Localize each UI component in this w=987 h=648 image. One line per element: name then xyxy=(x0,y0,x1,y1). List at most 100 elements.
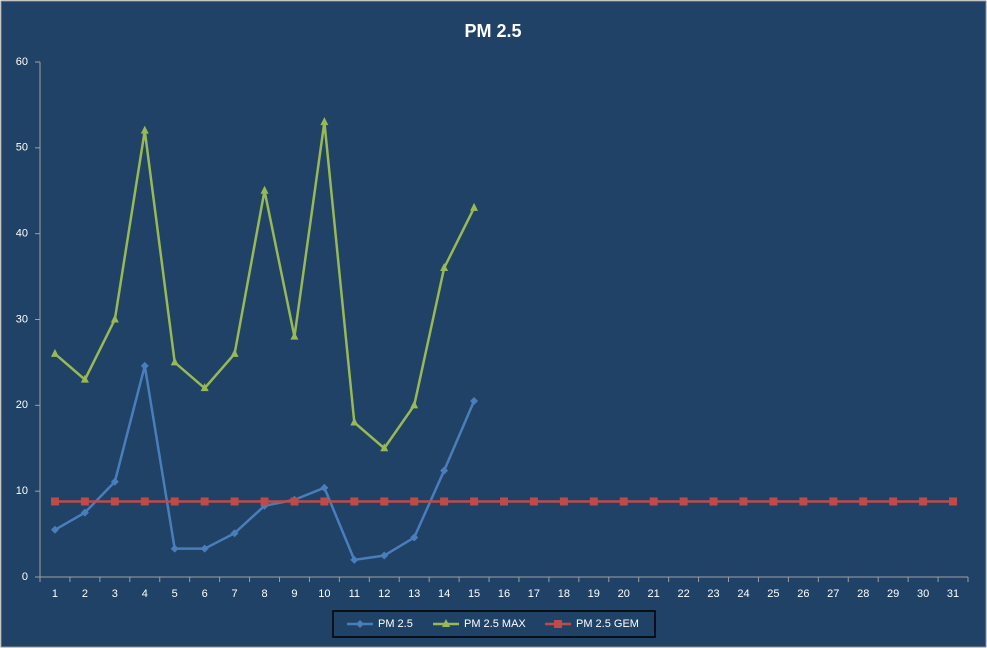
marker xyxy=(470,497,479,506)
x-tick-label: 15 xyxy=(468,588,480,600)
marker xyxy=(442,619,450,627)
x-tick-label: 30 xyxy=(917,588,929,600)
x-tick-label: 17 xyxy=(528,588,540,600)
marker xyxy=(290,497,299,506)
marker xyxy=(200,544,209,553)
x-tick-label: 27 xyxy=(827,588,839,600)
marker xyxy=(619,497,628,506)
marker xyxy=(470,397,479,406)
x-tick-label: 4 xyxy=(142,588,148,600)
marker xyxy=(80,497,89,506)
marker xyxy=(110,497,119,506)
marker xyxy=(529,497,538,506)
y-tick-label: 60 xyxy=(16,56,28,68)
marker xyxy=(559,497,568,506)
marker xyxy=(320,483,329,492)
marker xyxy=(380,551,389,560)
marker xyxy=(889,497,898,506)
marker xyxy=(829,497,838,506)
legend-box xyxy=(332,610,656,638)
y-tick-label: 10 xyxy=(16,485,28,497)
marker xyxy=(440,263,449,271)
x-tick-label: 6 xyxy=(202,588,208,600)
marker xyxy=(110,314,119,323)
x-tick-label: 26 xyxy=(797,588,809,600)
x-tick-label: 28 xyxy=(857,588,869,600)
marker xyxy=(440,466,449,475)
y-tick-label: 50 xyxy=(16,142,28,154)
marker xyxy=(410,533,419,542)
x-tick-label: 31 xyxy=(947,588,959,600)
x-tick-label: 12 xyxy=(378,588,390,600)
marker xyxy=(739,497,748,506)
marker xyxy=(260,185,269,194)
marker xyxy=(110,477,119,486)
marker xyxy=(649,497,658,506)
marker xyxy=(500,497,508,506)
x-tick-label: 19 xyxy=(588,588,600,600)
legend-label: PM 2.5 MAX xyxy=(464,618,526,630)
marker xyxy=(356,620,364,628)
marker xyxy=(589,497,598,506)
legend-label: PM 2.5 xyxy=(378,618,413,630)
x-tick-label: 22 xyxy=(677,588,689,600)
marker xyxy=(170,544,179,553)
marker xyxy=(50,348,59,357)
marker xyxy=(679,497,688,506)
marker xyxy=(380,443,389,452)
marker xyxy=(170,497,179,506)
x-tick-label: 13 xyxy=(408,588,420,600)
marker xyxy=(350,417,359,426)
marker xyxy=(140,125,149,134)
marker xyxy=(919,497,928,506)
marker xyxy=(140,497,149,506)
x-tick-label: 9 xyxy=(291,588,297,600)
marker xyxy=(50,497,59,506)
marker xyxy=(230,529,239,538)
marker xyxy=(949,497,958,506)
x-tick-label: 1 xyxy=(52,588,58,600)
marker xyxy=(554,620,562,628)
marker xyxy=(320,497,329,506)
y-tick-label: 30 xyxy=(16,313,28,325)
x-tick-label: 10 xyxy=(318,588,330,600)
marker xyxy=(350,497,359,506)
marker xyxy=(200,383,209,392)
y-tick-label: 40 xyxy=(16,228,28,240)
x-tick-label: 14 xyxy=(438,588,450,600)
legend-label: PM 2.5 GEM xyxy=(576,618,639,630)
x-tick-label: 24 xyxy=(737,588,749,600)
marker xyxy=(380,497,389,506)
x-tick-label: 3 xyxy=(112,588,118,600)
x-tick-label: 21 xyxy=(648,588,660,600)
marker xyxy=(799,497,808,506)
marker xyxy=(769,497,778,506)
marker xyxy=(170,357,179,366)
marker xyxy=(470,202,479,211)
marker xyxy=(410,497,419,506)
x-tick-label: 11 xyxy=(349,588,360,600)
x-tick-label: 2 xyxy=(82,588,88,600)
marker xyxy=(350,555,359,564)
x-tick-label: 7 xyxy=(232,588,238,600)
marker xyxy=(709,497,718,506)
marker xyxy=(440,497,449,506)
y-tick-label: 20 xyxy=(16,399,28,411)
y-tick-label: 0 xyxy=(22,571,28,583)
marker xyxy=(859,497,868,506)
marker xyxy=(290,331,299,340)
marker xyxy=(260,497,269,506)
marker xyxy=(80,374,89,383)
x-tick-label: 29 xyxy=(887,588,899,600)
marker xyxy=(230,497,239,506)
marker xyxy=(80,508,89,517)
marker xyxy=(230,348,239,357)
x-tick-label: 18 xyxy=(558,588,570,600)
x-tick-label: 23 xyxy=(707,588,719,600)
x-tick-label: 20 xyxy=(618,588,630,600)
marker xyxy=(140,361,149,370)
chart-title: PM 2.5 xyxy=(464,21,521,41)
x-tick-label: 16 xyxy=(498,588,510,600)
